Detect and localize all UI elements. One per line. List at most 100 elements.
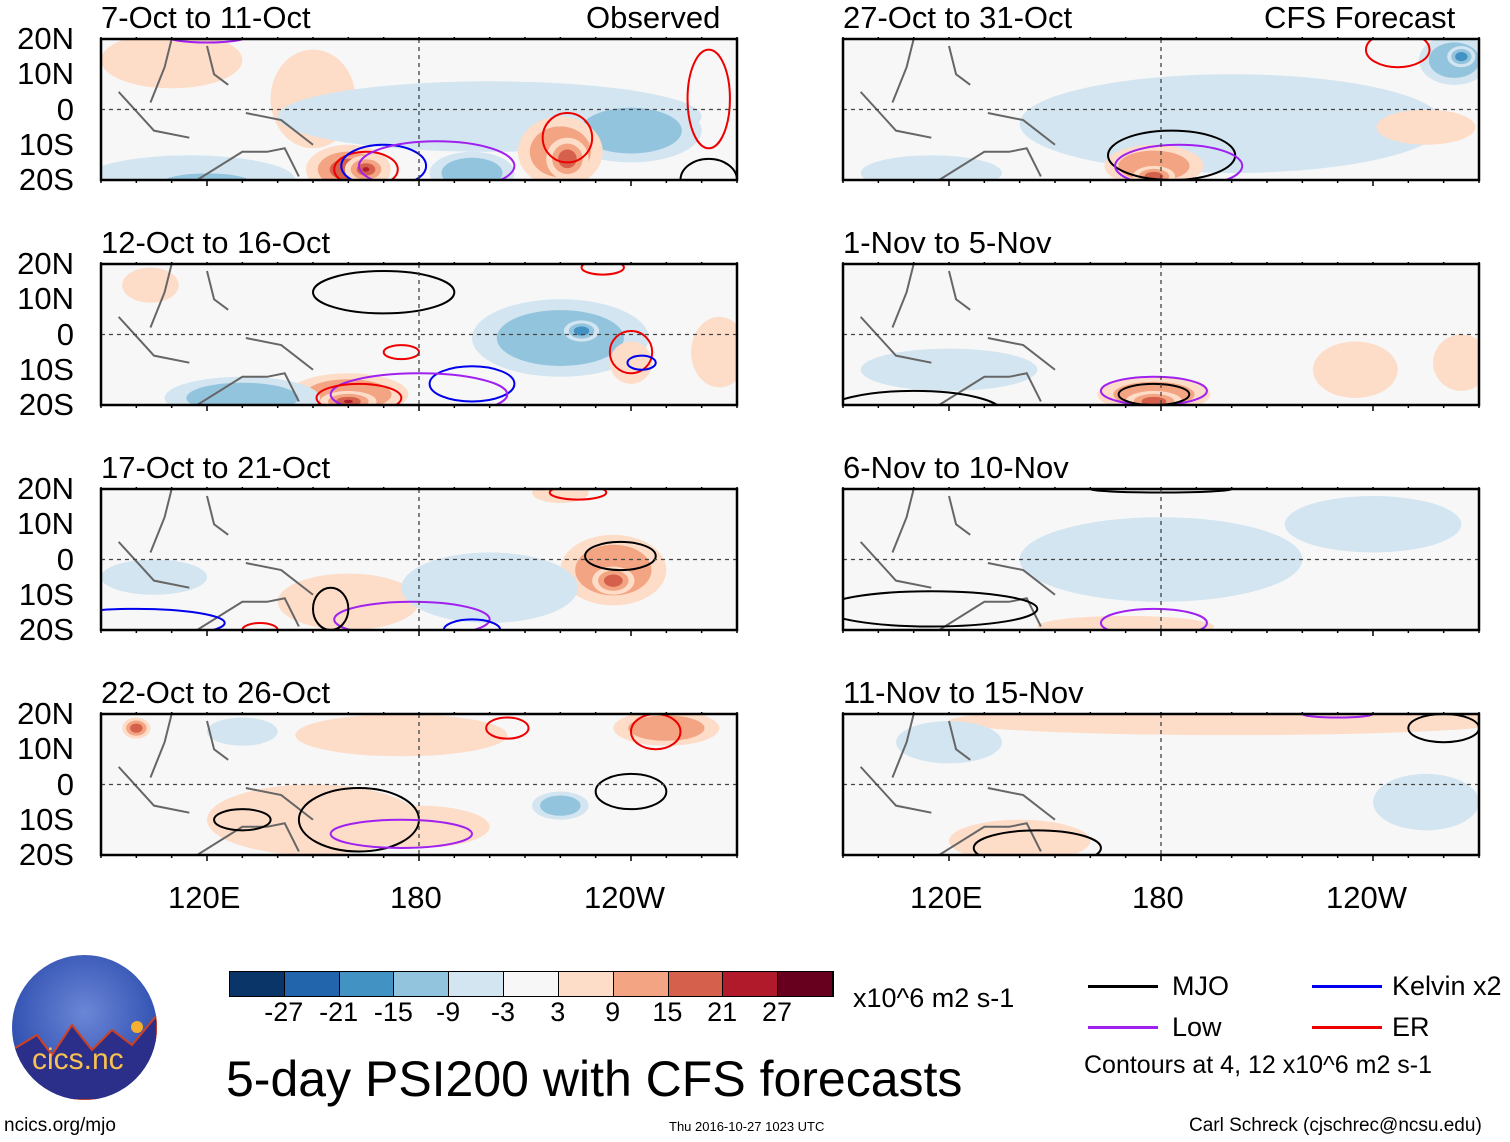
map-panel — [99, 37, 739, 186]
cics-logo: cics.nc — [12, 955, 157, 1100]
colorbar-tick-label: -3 — [490, 997, 515, 1027]
contour-mjo — [584, 540, 657, 572]
lat-label: 20N — [17, 246, 74, 281]
colorbar-swatch — [668, 972, 724, 996]
coastline — [859, 489, 1056, 630]
lat-label: 10S — [18, 126, 74, 162]
anomaly-shading — [539, 795, 581, 816]
contour-note: Contours at 4, 12 x10^6 m2 s-1 — [1084, 1051, 1433, 1079]
contour-low — [357, 140, 516, 180]
anomaly-shading — [860, 155, 1002, 180]
lat-label: 10S — [18, 351, 74, 387]
forecast-label: CFS Forecast — [1264, 0, 1456, 35]
anomaly-shading — [164, 173, 250, 180]
anomaly-shading — [1376, 109, 1476, 145]
colorbar-tick-label: 3 — [550, 997, 566, 1027]
colorbar-swatch — [394, 972, 450, 996]
contour-er — [333, 150, 399, 180]
lat-label: 10N — [17, 731, 74, 767]
anomaly-shading — [401, 552, 578, 623]
anomaly-shading — [896, 721, 1002, 764]
anomaly-shading — [604, 574, 623, 587]
contour-er — [548, 489, 608, 501]
contour-low — [329, 818, 474, 849]
lon-label: 120E — [910, 880, 983, 915]
legend-line-mjo — [1088, 985, 1158, 988]
anomaly-shading — [1019, 74, 1444, 173]
colorbar-swatch — [230, 972, 285, 996]
coastline — [859, 39, 1056, 180]
contour-low — [333, 600, 491, 630]
site-link[interactable]: ncics.org/mjo — [4, 1115, 116, 1136]
lon-label: 180 — [1132, 880, 1184, 915]
anomaly-shading — [1141, 396, 1167, 405]
panel-title: 7-Oct to 11-Oct — [101, 0, 311, 35]
anomaly-shading — [343, 399, 353, 404]
anomaly-shading — [207, 717, 278, 746]
panel-title: 22-Oct to 26-Oct — [101, 675, 331, 710]
coastline — [859, 714, 1056, 855]
coastline — [117, 714, 314, 855]
panel-title: 17-Oct to 21-Oct — [101, 450, 331, 485]
contour-er — [1364, 39, 1431, 69]
contour-low — [1099, 375, 1208, 405]
contour-er — [686, 48, 731, 150]
contour-er — [485, 716, 530, 740]
panel-title: 1-Nov to 5-Nov — [843, 225, 1052, 260]
lat-label: 10S — [18, 801, 74, 837]
anomaly-shading — [186, 382, 299, 405]
lat-label: 20S — [18, 837, 74, 872]
legend-label: MJO — [1172, 971, 1229, 1001]
colorbar-tick-label: 21 — [707, 997, 738, 1027]
anomaly-shading — [558, 149, 577, 169]
contour-mjo — [1117, 382, 1191, 405]
legend-label: ER — [1392, 1012, 1430, 1042]
lat-label: 10N — [17, 281, 74, 317]
contour-mjo — [312, 270, 456, 315]
contour-kelvin — [442, 618, 502, 630]
contour-er — [630, 714, 682, 751]
lat-label: 20S — [18, 162, 74, 197]
map-panel — [841, 37, 1481, 186]
map-panel — [841, 487, 1481, 636]
lat-label: 10S — [18, 576, 74, 612]
contour-mjo — [213, 808, 272, 832]
contour-er — [315, 382, 403, 405]
anomaly-shading — [101, 39, 243, 89]
colorbar-swatch — [504, 972, 559, 996]
contour-low — [1114, 143, 1244, 180]
figure-title: 5-day PSI200 with CFS forecasts — [226, 1051, 963, 1107]
anomaly-shading — [949, 714, 1479, 736]
legend-line-er — [1312, 1026, 1382, 1029]
colorbar-swatch — [613, 972, 669, 996]
coastline — [117, 39, 314, 180]
contour-er — [608, 329, 654, 375]
map-panel — [841, 262, 1481, 411]
colorbar — [229, 971, 834, 997]
legend-line-kelvin — [1312, 985, 1382, 988]
lat-label: 10N — [17, 56, 74, 92]
colorbar-tick-label: 15 — [652, 997, 683, 1027]
colorbar-swatch — [339, 972, 395, 996]
contour-er — [541, 112, 594, 164]
contour-mjo — [843, 590, 1039, 628]
timestamp: Thu 2016-10-27 1023 UTC — [669, 1119, 825, 1134]
lat-label: 20S — [18, 387, 74, 422]
map-panel — [841, 712, 1481, 861]
colorbar-tick-label: -21 — [319, 997, 359, 1027]
anomaly-shading — [1373, 773, 1479, 831]
lon-label: 120E — [168, 880, 241, 915]
anomaly-shading — [580, 107, 682, 154]
lat-label: 20S — [18, 612, 74, 647]
contour-mjo — [594, 772, 668, 811]
legend-label: Low — [1172, 1012, 1222, 1042]
colorbar-swatch — [449, 972, 505, 996]
panel-title: 11-Nov to 15-Nov — [843, 675, 1084, 710]
author: Carl Schreck (cjschrec@ncsu.edu) — [1189, 1115, 1482, 1136]
lat-label: 0 — [56, 91, 74, 127]
anomaly-shading — [949, 819, 1091, 855]
coastline — [117, 489, 314, 630]
map-panel — [99, 262, 739, 411]
contour-er — [580, 264, 625, 276]
